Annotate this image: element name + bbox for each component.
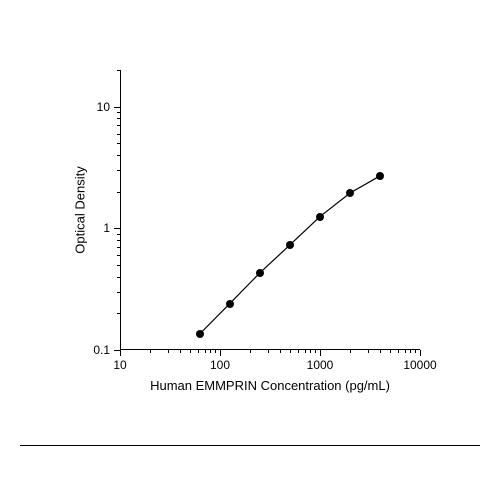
y-tick-label: 0.1 (93, 343, 110, 357)
y-tick-minor (117, 118, 120, 119)
x-tick-minor (310, 350, 311, 353)
x-tick-minor (390, 350, 391, 353)
x-tick-minor (315, 350, 316, 353)
x-tick-minor (180, 350, 181, 353)
y-tick-minor (117, 240, 120, 241)
x-tick-major (320, 350, 321, 356)
x-tick-major (420, 350, 421, 356)
x-tick-label: 10000 (403, 358, 436, 372)
data-marker (376, 172, 384, 180)
y-tick-major (114, 107, 120, 108)
x-tick-minor (350, 350, 351, 353)
x-tick-minor (210, 350, 211, 353)
data-marker (286, 241, 294, 249)
x-tick-minor (205, 350, 206, 353)
x-tick-minor (305, 350, 306, 353)
x-tick-minor (298, 350, 299, 353)
y-tick-minor (117, 134, 120, 135)
y-tick-label: 10 (97, 100, 110, 114)
x-tick-minor (415, 350, 416, 353)
x-tick-minor (198, 350, 199, 353)
x-tick-minor (268, 350, 269, 353)
plot-area: Optical Density Human EMMPRIN Concentrat… (120, 70, 420, 350)
y-tick-label: 1 (103, 221, 110, 235)
y-tick-minor (117, 70, 120, 71)
y-tick-minor (117, 125, 120, 126)
y-tick-minor (117, 155, 120, 156)
x-tick-major (220, 350, 221, 356)
y-tick-minor (117, 255, 120, 256)
x-tick-minor (405, 350, 406, 353)
data-marker (316, 213, 324, 221)
x-tick-minor (380, 350, 381, 353)
y-tick-minor (117, 170, 120, 171)
x-tick-minor (280, 350, 281, 353)
x-tick-minor (190, 350, 191, 353)
data-line-path (200, 176, 381, 334)
data-marker (346, 189, 354, 197)
y-tick-minor (117, 143, 120, 144)
x-tick-minor (168, 350, 169, 353)
x-tick-minor (250, 350, 251, 353)
x-tick-minor (150, 350, 151, 353)
data-marker (196, 330, 204, 338)
x-axis-label: Human EMMPRIN Concentration (pg/mL) (150, 378, 390, 393)
data-marker (226, 300, 234, 308)
y-tick-minor (117, 313, 120, 314)
y-tick-minor (117, 277, 120, 278)
y-tick-minor (117, 234, 120, 235)
y-axis-label: Optical Density (73, 166, 88, 253)
y-tick-minor (117, 247, 120, 248)
y-tick-minor (117, 265, 120, 266)
x-tick-minor (410, 350, 411, 353)
x-tick-minor (368, 350, 369, 353)
y-tick-major (114, 228, 120, 229)
x-tick-label: 10 (113, 358, 126, 372)
y-tick-minor (117, 192, 120, 193)
footer-rule (20, 445, 480, 446)
data-marker (256, 269, 264, 277)
y-tick-minor (117, 112, 120, 113)
x-tick-minor (290, 350, 291, 353)
x-tick-label: 1000 (307, 358, 334, 372)
x-tick-minor (398, 350, 399, 353)
y-tick-minor (117, 292, 120, 293)
x-tick-minor (215, 350, 216, 353)
elisa-standard-curve-chart: Optical Density Human EMMPRIN Concentrat… (60, 50, 440, 420)
x-tick-major (120, 350, 121, 356)
data-curve (120, 70, 420, 350)
x-tick-label: 100 (210, 358, 230, 372)
